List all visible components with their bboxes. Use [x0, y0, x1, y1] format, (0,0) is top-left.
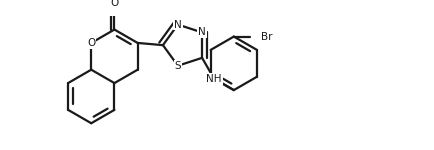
Text: Br: Br	[260, 32, 271, 42]
Text: N: N	[198, 27, 205, 38]
Text: S: S	[174, 61, 181, 71]
Text: N: N	[174, 20, 181, 30]
Text: O: O	[87, 38, 95, 48]
Text: NH: NH	[206, 74, 221, 84]
Text: O: O	[110, 0, 118, 8]
